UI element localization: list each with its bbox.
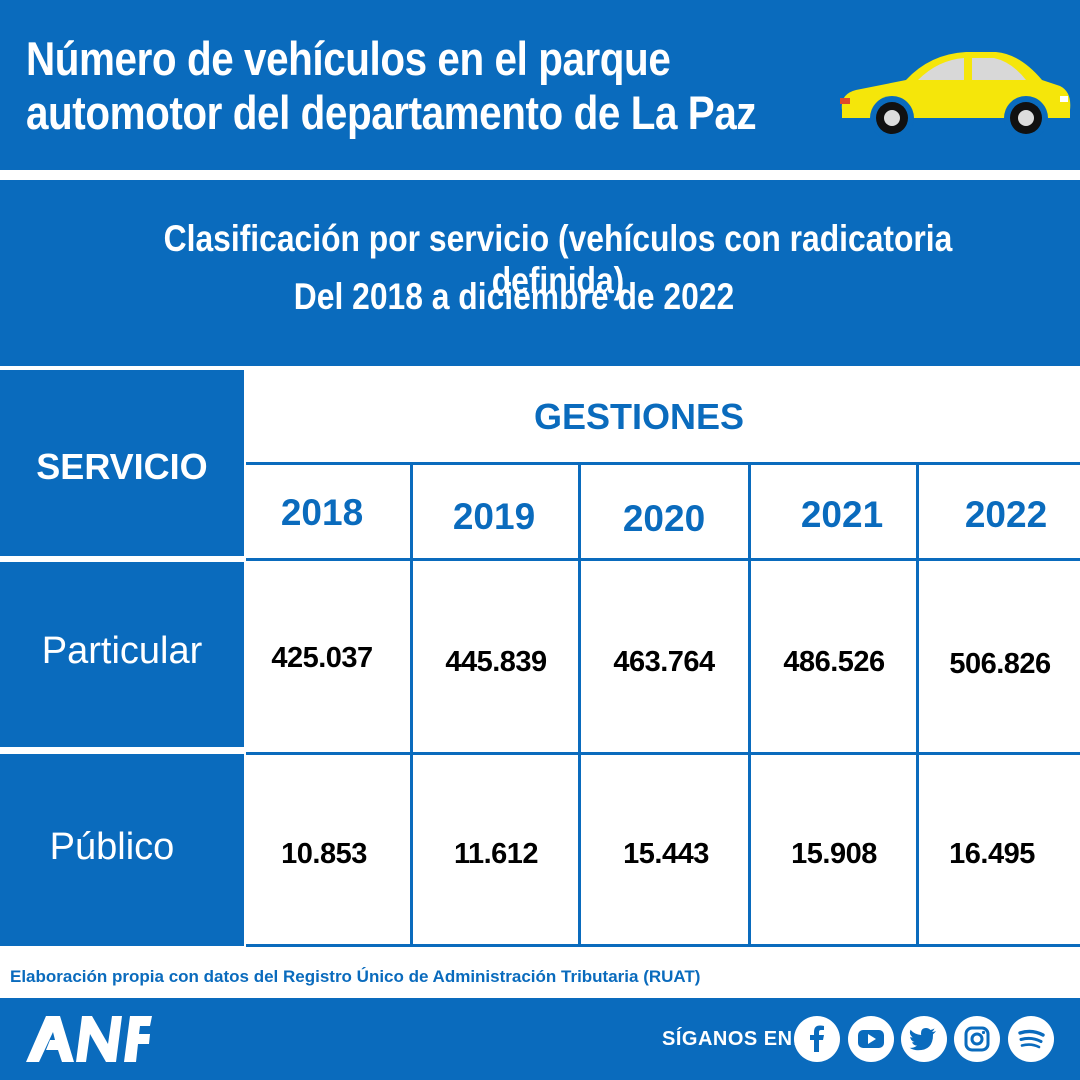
table-cell-publico-2021: 15.908 (791, 838, 877, 870)
table-cell-particular-2018: 425.037 (271, 642, 373, 674)
row-header-cell: SERVICIO (0, 370, 244, 556)
twitter-icon[interactable] (901, 1016, 947, 1062)
year-header-2020: 2020 (622, 498, 706, 539)
table-cell-particular-2021: 486.526 (783, 646, 885, 678)
table-cell-particular-2020: 463.764 (613, 646, 715, 678)
table-cell-particular-2019: 445.839 (445, 646, 547, 678)
subtitle-classification: Clasificación por servicio (vehículos co… (163, 218, 953, 301)
grid-line (916, 462, 919, 947)
footer-bar: SÍGANOS EN: (0, 998, 1080, 1080)
follow-us-label: SÍGANOS EN: (662, 1028, 800, 1050)
table-cell-particular-2022: 506.826 (949, 648, 1051, 680)
spotify-icon[interactable] (1008, 1016, 1054, 1062)
row-header-label: SERVICIO (36, 446, 208, 487)
source-note: Elaboración propia con datos del Registr… (10, 967, 701, 986)
row-label-particular: Particular (41, 630, 203, 672)
row-label-publico: Público (49, 826, 175, 868)
row-label-cell-publico: Público (0, 754, 244, 946)
grid-line (246, 558, 1080, 561)
table-cell-publico-2019: 11.612 (453, 838, 539, 870)
grid-line (246, 944, 1080, 947)
car-icon (840, 52, 1071, 140)
year-header-2021: 2021 (800, 494, 884, 535)
grid-line (578, 462, 581, 947)
page-title: Número de vehículos en el parque automot… (26, 32, 757, 139)
anf-logo (26, 1016, 152, 1062)
table-cell-publico-2022: 16.495 (949, 838, 1035, 870)
year-header-2019: 2019 (452, 496, 536, 537)
instagram-icon[interactable] (954, 1016, 1000, 1062)
grid-line (410, 462, 413, 947)
grid-line (246, 752, 1080, 755)
subheader-banner: Clasificación por servicio (vehículos co… (0, 180, 1080, 366)
column-group-header: GESTIONES (533, 396, 745, 437)
row-label-cell-particular: Particular (0, 562, 244, 747)
grid-line (748, 462, 751, 947)
year-header-2022: 2022 (964, 494, 1048, 535)
subtitle-period: Del 2018 a diciembre de 2022 (293, 276, 735, 317)
year-header-2018: 2018 (280, 492, 364, 533)
table-cell-publico-2018: 10.853 (281, 838, 367, 870)
youtube-icon[interactable] (848, 1016, 894, 1062)
table-cell-publico-2020: 15.443 (623, 838, 709, 870)
header-banner: Número de vehículos en el parque automot… (0, 0, 1080, 170)
grid-line (246, 462, 1080, 465)
facebook-icon[interactable] (794, 1016, 840, 1062)
